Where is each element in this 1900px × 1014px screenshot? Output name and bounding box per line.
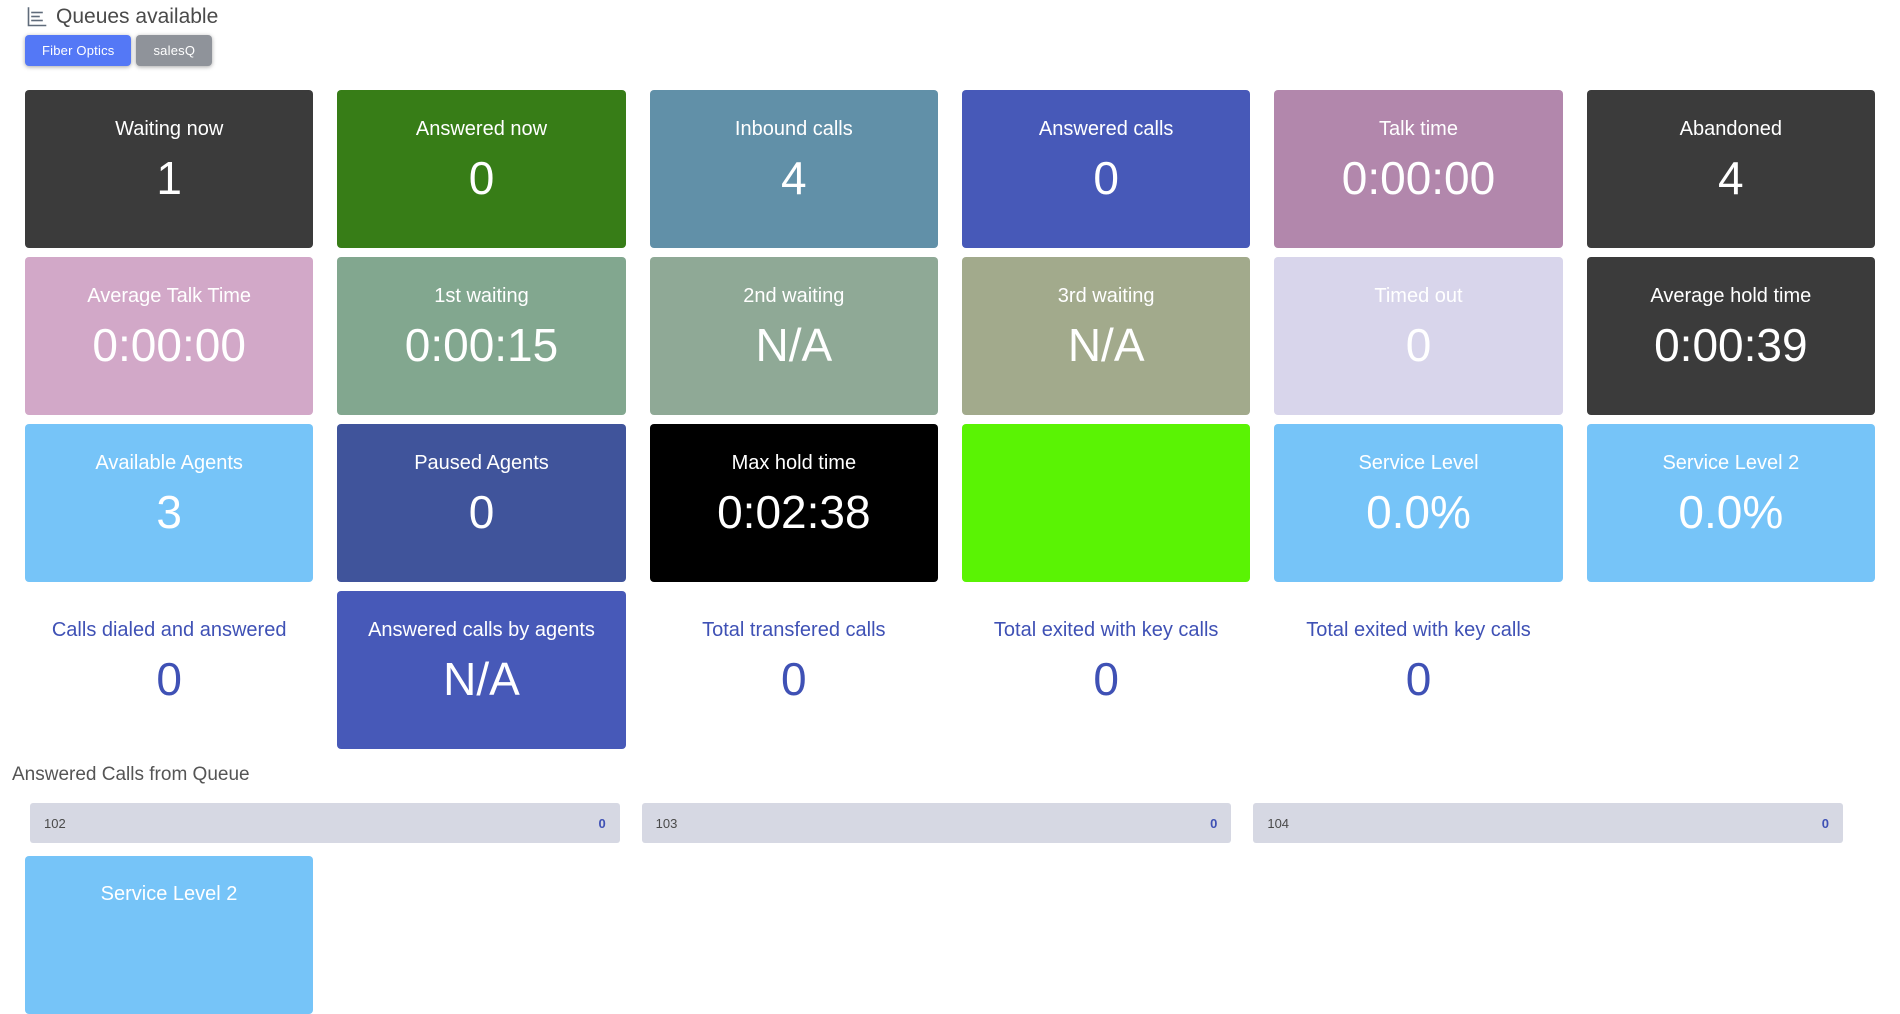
bar-count-value: 0: [1821, 815, 1830, 831]
tile-label: Talk time: [1379, 118, 1458, 140]
stat-tile-service-level-2: Service Level 2 0.0%: [1586, 424, 1875, 582]
tile-value: 0: [468, 486, 495, 538]
tile-label: 1st waiting: [434, 285, 529, 307]
queue-tab-fiber-optics[interactable]: Fiber Optics: [25, 35, 132, 66]
stat-tile-answered-calls-by-agents: Answered calls by agents N/A: [337, 591, 626, 749]
bar-count-value: 0: [1210, 815, 1218, 831]
answered-calls-bars: 102 0 103 0 104 0: [30, 803, 1844, 843]
stat-tile-waiting-now: Waiting now 1: [25, 90, 314, 248]
tile-value: 0: [468, 152, 495, 204]
tile-value: 0.0%: [1366, 486, 1471, 538]
tile-label: Answered calls by agents: [368, 619, 595, 641]
stat-tile-talk-time: Talk time 0:00:00: [1274, 90, 1563, 248]
stat-tile-calls-dialed-and-answered: Calls dialed and answered 0: [25, 591, 313, 749]
tile-value: 1: [156, 152, 182, 204]
tile-value: N/A: [1067, 319, 1145, 371]
tile-label: Answered calls: [1038, 118, 1174, 140]
stat-tile-average-talk-time: Average Talk Time 0:00:00: [25, 257, 314, 415]
answered-calls-bar-103: 103 0: [641, 803, 1232, 843]
tile-value: 0:00:00: [92, 319, 246, 371]
tile-value: 0:00:00: [1341, 152, 1496, 204]
tile-label: Average Talk Time: [87, 285, 252, 307]
tile-label: [962, 451, 1250, 475]
stat-tile-answered-now: Answered now 0: [337, 90, 626, 248]
empty-grid-slot: [1587, 591, 1875, 749]
queue-tab-salesq[interactable]: salesQ: [136, 35, 213, 66]
tile-value: 0: [1405, 319, 1432, 371]
answered-calls-section-title: Answered Calls from Queue: [12, 764, 250, 785]
tile-value: 0: [1093, 152, 1119, 204]
tile-label: Average hold time: [1650, 285, 1812, 307]
tile-value: 0:02:38: [717, 486, 871, 538]
queue-stats-icon: [25, 6, 47, 28]
stat-tile-abandoned: Abandoned 4: [1586, 90, 1875, 248]
tile-value: 0: [1405, 653, 1432, 705]
tile-value: 0: [1093, 653, 1119, 705]
tile-label: Service Level 2: [100, 883, 238, 905]
answered-calls-bar-102: 102 0: [30, 803, 620, 843]
tile-value: 0: [156, 653, 182, 705]
tiles-grid: Waiting now 1 Answered now 0 Inbound cal…: [25, 90, 1875, 749]
stat-tile-1st-waiting: 1st waiting 0:00:15: [337, 257, 626, 415]
tile-value: N/A: [755, 319, 833, 371]
stat-tile-empty-green: [962, 424, 1251, 582]
tile-label: 3rd waiting: [1057, 285, 1155, 307]
stat-tile-2nd-waiting: 2nd waiting N/A: [649, 257, 938, 415]
tile-value: 4: [781, 152, 807, 204]
tile-label: 2nd waiting: [743, 285, 845, 307]
stat-tile-timed-out: Timed out 0: [1274, 257, 1563, 415]
tile-label: Total transfered calls: [702, 619, 886, 641]
tile-value: 0: [781, 653, 807, 705]
tile-label: Calls dialed and answered: [51, 619, 287, 641]
tile-label: Inbound calls: [734, 118, 853, 140]
tile-value: N/A: [443, 653, 520, 705]
stat-tile-total-transfered-calls: Total transfered calls 0: [650, 591, 938, 749]
tile-label: Service Level: [1358, 452, 1479, 474]
page-header: Queues available: [25, 0, 1875, 29]
stat-tile-3rd-waiting: 3rd waiting N/A: [962, 257, 1251, 415]
tile-label: Paused Agents: [414, 452, 549, 474]
tile-label: Available Agents: [95, 452, 243, 474]
page-title: Queues available: [56, 5, 219, 28]
stat-tile-paused-agents: Paused Agents 0: [337, 424, 626, 582]
tile-value: 0.0%: [1678, 486, 1784, 538]
tile-value: 4: [1718, 152, 1744, 204]
stat-tile-average-hold-time: Average hold time 0:00:39: [1586, 257, 1875, 415]
queue-tab-label: Fiber Optics: [42, 43, 115, 58]
queue-tab-label: salesQ: [153, 43, 196, 58]
tile-value: 3: [156, 486, 182, 538]
stat-tile-max-hold-time: Max hold time 0:02:38: [649, 424, 938, 582]
tile-value: 0:00:15: [404, 319, 559, 371]
stat-tile-inbound-calls: Inbound calls 4: [649, 90, 938, 248]
queue-tabs: Fiber Optics salesQ: [25, 35, 1875, 66]
bar-queue-label: 104: [1267, 815, 1290, 831]
stat-tile-total-exited-with-key-calls: Total exited with key calls 0: [1274, 591, 1562, 749]
tile-label: Service Level 2: [1662, 452, 1800, 474]
stat-tile-service-level-2-bottom: Service Level 2: [25, 856, 313, 1014]
stat-tile-service-level: Service Level 0.0%: [1274, 424, 1563, 582]
tile-label: [1587, 618, 1875, 642]
stat-tile-available-agents: Available Agents 3: [25, 424, 314, 582]
bar-count-value: 0: [598, 815, 606, 831]
tile-label: Answered now: [415, 118, 548, 140]
tile-label: Max hold time: [731, 452, 857, 474]
bar-queue-label: 103: [655, 815, 678, 831]
tile-value: 0:00:39: [1654, 319, 1808, 371]
tile-label: Timed out: [1374, 285, 1463, 307]
stat-tile-total-exited-with-key-calls: Total exited with key calls 0: [962, 591, 1250, 749]
tile-label: Total exited with key calls: [993, 619, 1219, 641]
answered-calls-bar-104: 104 0: [1253, 803, 1844, 843]
tile-label: Total exited with key calls: [1306, 619, 1531, 641]
stat-tile-answered-calls: Answered calls 0: [962, 90, 1251, 248]
tile-label: Abandoned: [1679, 118, 1782, 140]
tile-label: Waiting now: [115, 118, 224, 140]
bar-queue-label: 102: [44, 815, 66, 831]
